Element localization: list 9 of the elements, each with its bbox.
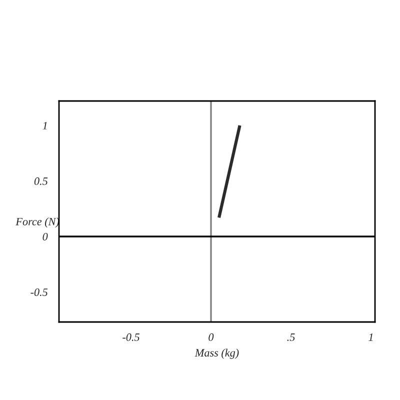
y-tick-label: 0.5 [34,177,48,185]
x-tick-label: 1 [368,333,373,341]
y-tick-label: 0 [42,232,48,240]
y-tick-label: 1 [42,122,47,130]
x-tick-label: -0.5 [122,333,140,341]
x-axis-title: Mass (kg) [194,348,239,359]
x-tick-label: 0 [208,333,214,341]
y-tick-label: -0.5 [30,288,48,296]
x-tick-label: .5 [287,334,295,341]
